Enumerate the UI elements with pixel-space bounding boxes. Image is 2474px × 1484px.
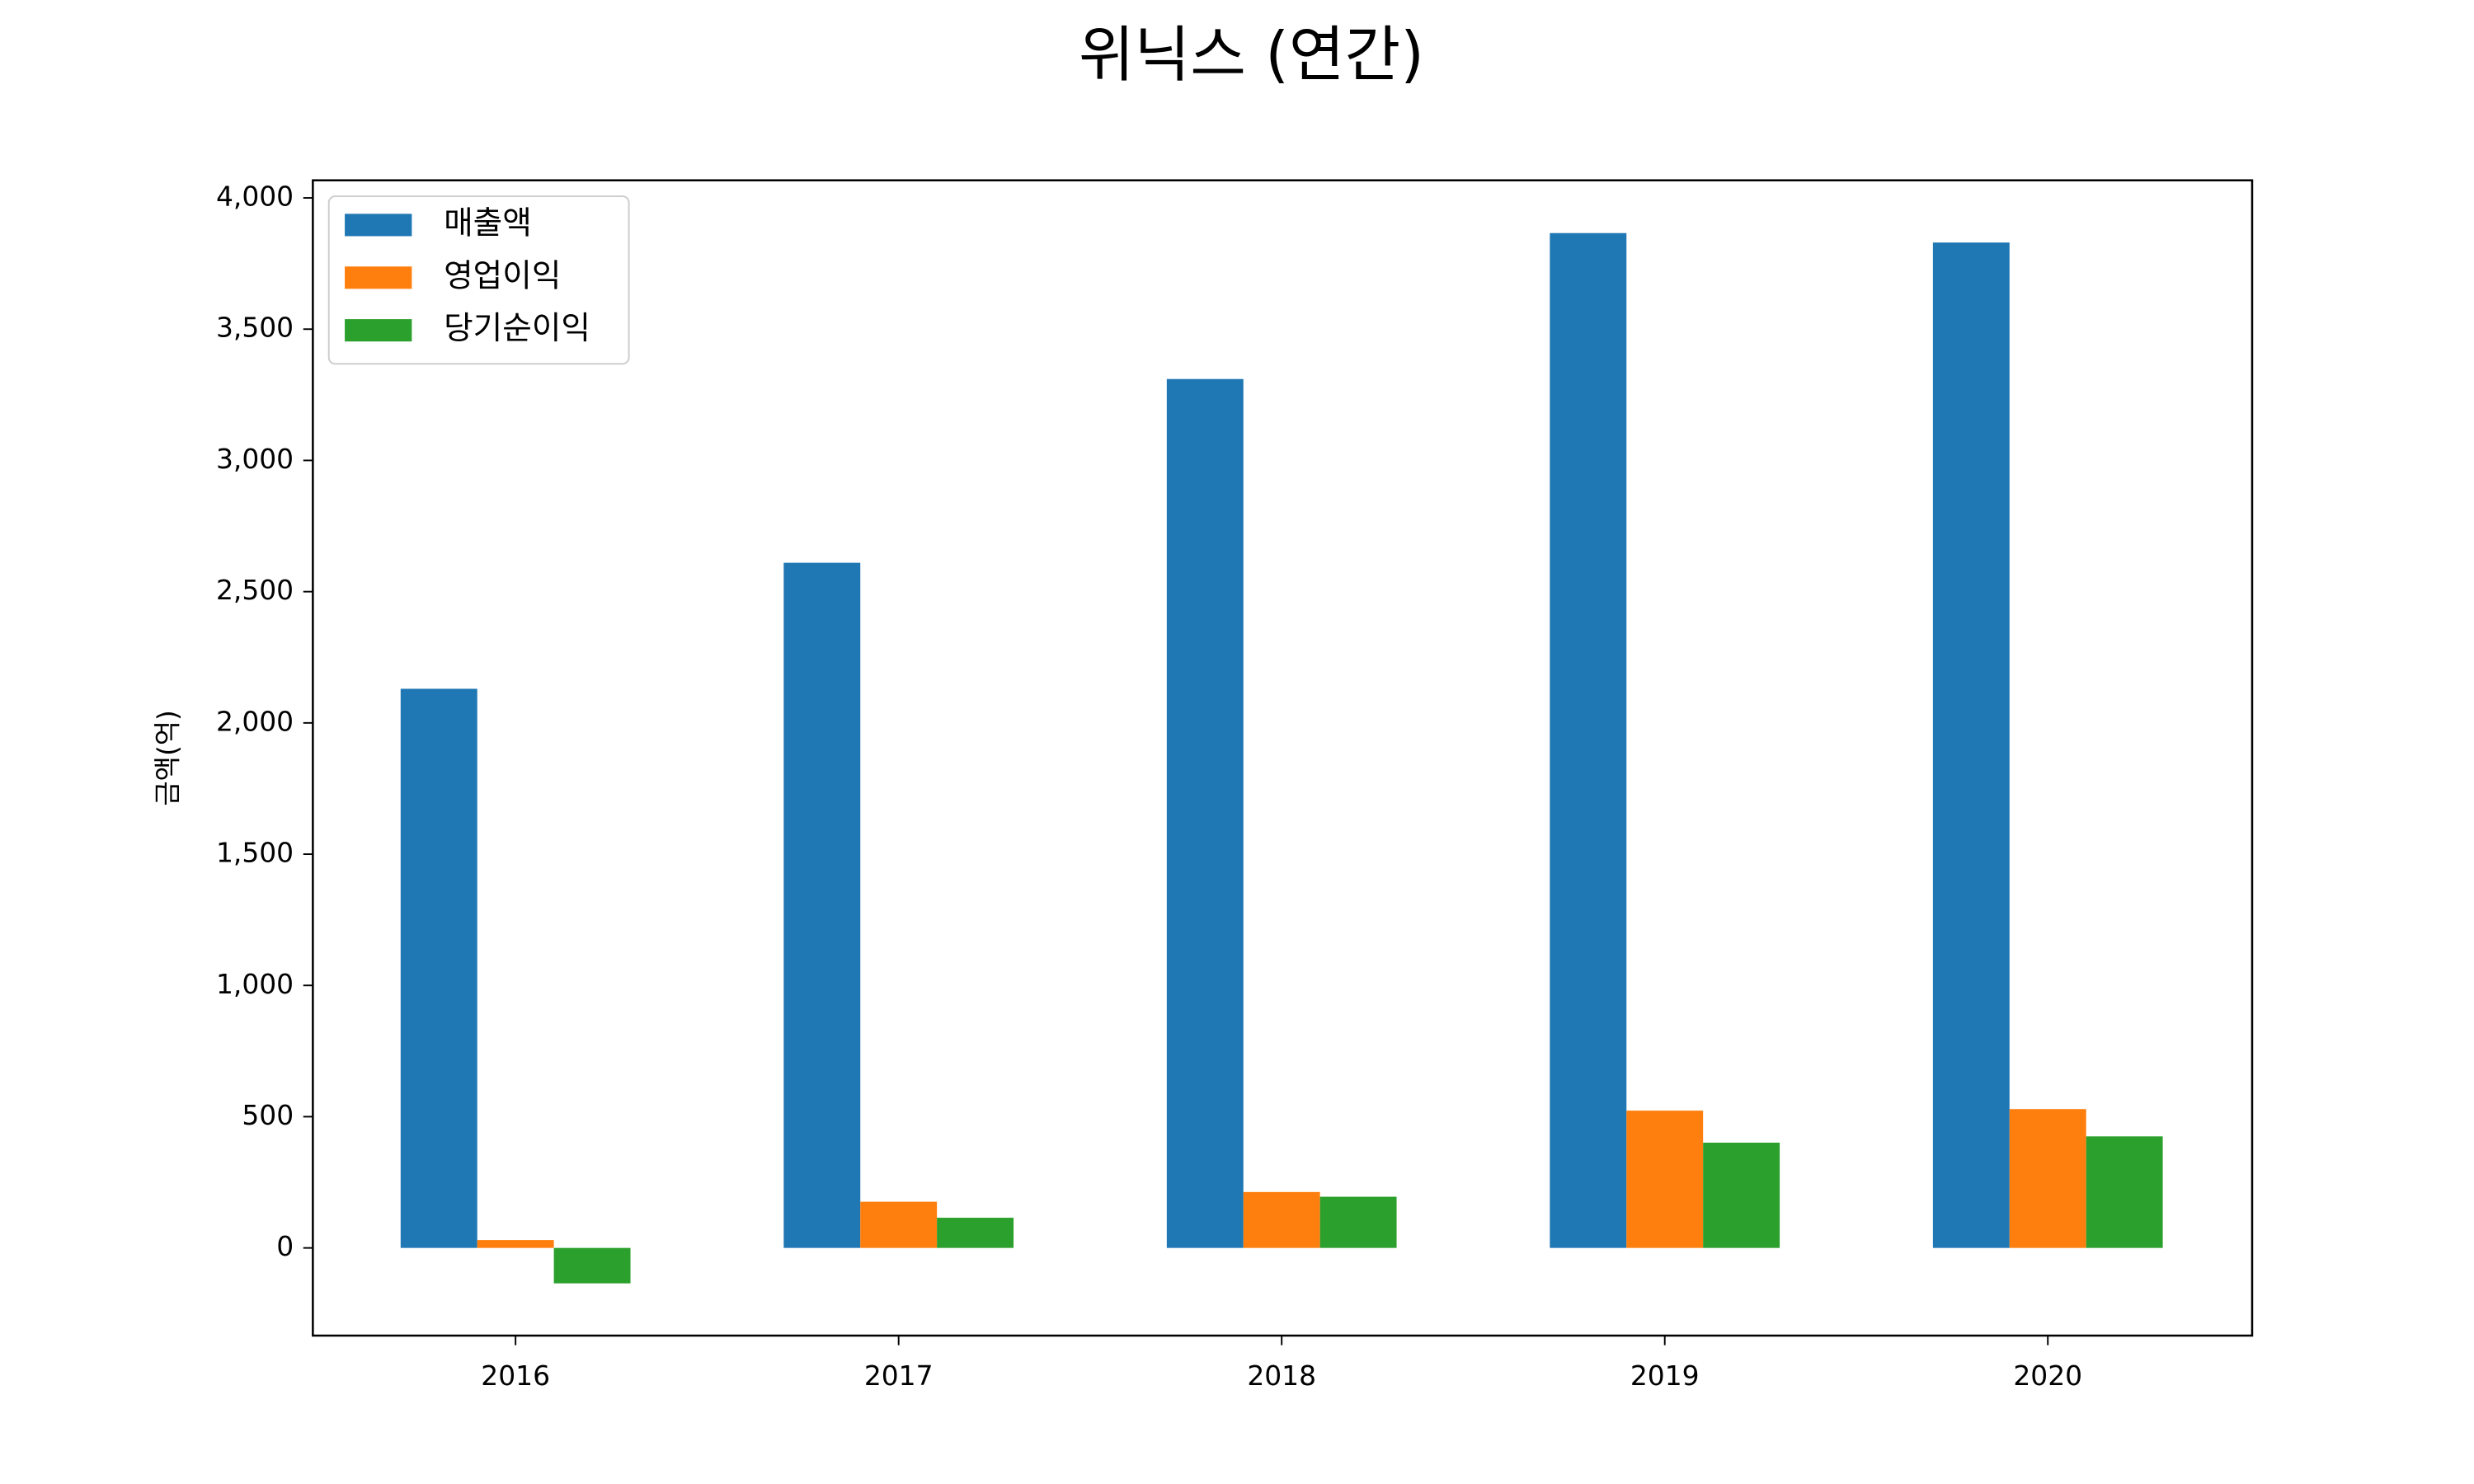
bar	[2086, 1136, 2163, 1248]
chart-title: 위닉스 (연간)	[1079, 21, 1424, 91]
bar	[1166, 378, 1244, 1248]
bar	[477, 1240, 554, 1248]
legend-swatch	[345, 266, 412, 289]
bar	[553, 1247, 631, 1284]
bar	[783, 562, 861, 1248]
bar	[1319, 1196, 1397, 1248]
y-tick-label: 2,000	[216, 705, 294, 737]
y-tick-label: 2,500	[216, 574, 294, 606]
bar	[937, 1218, 1014, 1248]
x-tick-label: 2019	[1630, 1360, 1700, 1392]
x-tick-label: 2016	[481, 1360, 550, 1392]
bar	[1243, 1191, 1320, 1248]
y-tick-label: 1,000	[216, 968, 294, 1000]
y-axis-label: 금액(억)	[152, 710, 184, 805]
legend-swatch	[345, 214, 412, 237]
bar	[400, 688, 477, 1248]
bar	[1550, 232, 1627, 1248]
legend-swatch	[345, 319, 412, 342]
x-tick-label: 2017	[864, 1360, 934, 1392]
bar	[1703, 1142, 1780, 1248]
bar	[1932, 242, 2010, 1248]
y-tick-label: 3,500	[216, 312, 294, 344]
bar	[860, 1201, 938, 1248]
legend-label: 매출액	[444, 204, 532, 242]
y-tick-label: 0	[276, 1230, 294, 1262]
y-tick-label: 3,000	[216, 443, 294, 475]
legend-label: 당기순이익	[444, 310, 590, 347]
y-tick-label: 4,000	[216, 181, 294, 213]
bar	[1626, 1111, 1704, 1248]
y-tick-label: 500	[242, 1099, 294, 1131]
x-tick-label: 2020	[2013, 1360, 2082, 1392]
x-tick-label: 2018	[1247, 1360, 1316, 1392]
legend-label: 영업이익	[444, 257, 561, 294]
plot-frame	[312, 179, 2254, 1337]
bar	[2009, 1109, 2086, 1248]
y-tick-label: 1,500	[216, 837, 294, 869]
